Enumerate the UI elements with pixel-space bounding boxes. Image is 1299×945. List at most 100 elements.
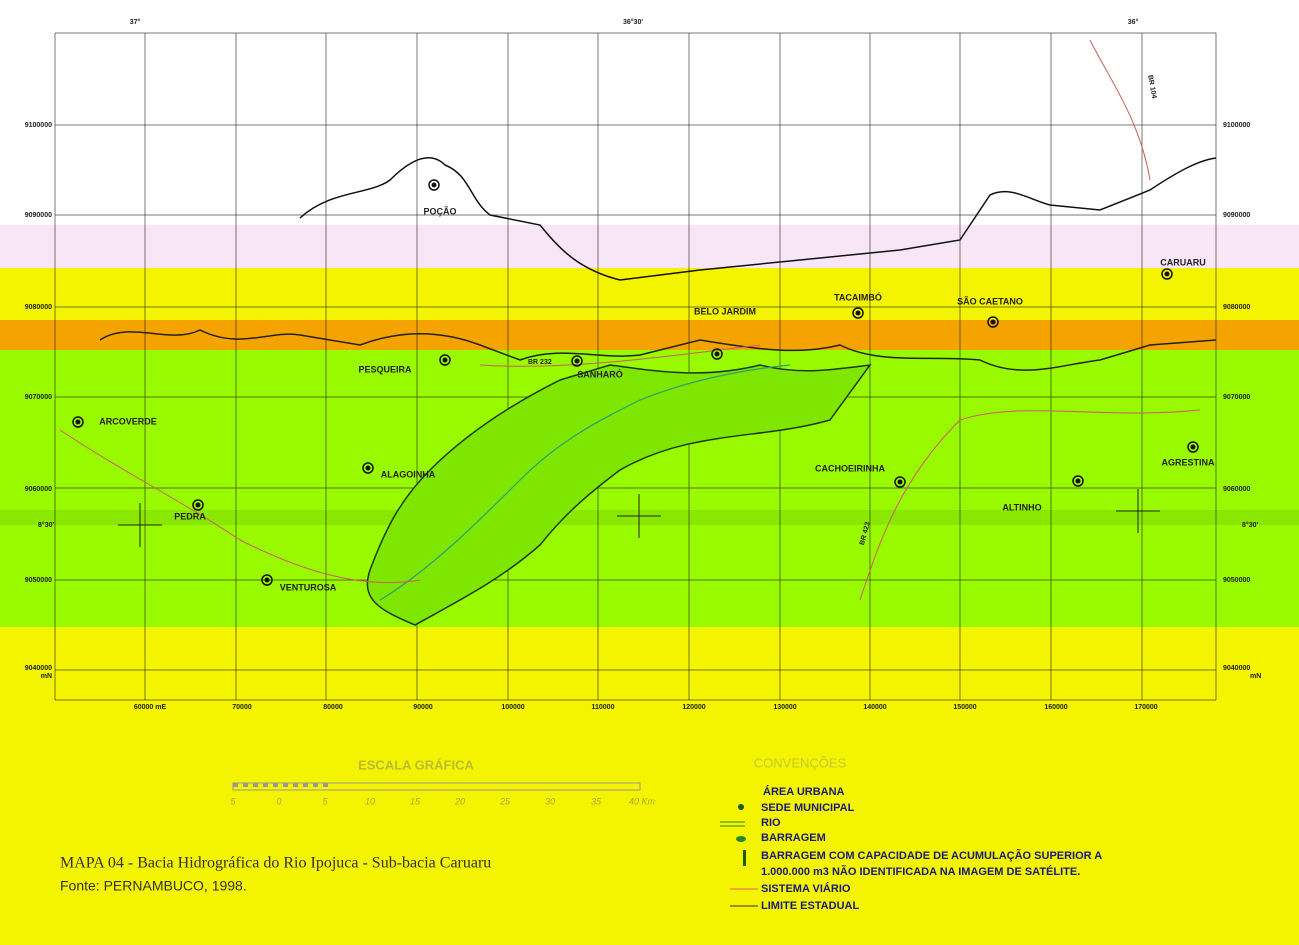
city-label: AGRESTINA — [1161, 457, 1215, 467]
city-label: SANHARÓ — [577, 368, 623, 379]
scale-segment — [313, 783, 318, 787]
city-label: PESQUEIRA — [358, 364, 412, 374]
northing-label: 9070000 — [1223, 394, 1250, 401]
city-marker-dot — [1190, 444, 1196, 450]
legend-symbol-sede — [738, 804, 744, 810]
northing-label: 9090000 — [25, 212, 52, 219]
river — [379, 364, 791, 601]
longitude-label: 36° — [1128, 18, 1139, 26]
northing-label: 9100000 — [25, 122, 52, 129]
scale-label: 15 — [410, 796, 421, 806]
northing-label: 9070000 — [25, 394, 52, 401]
city-marker — [1161, 268, 1173, 280]
city-label: POÇÃO — [423, 206, 456, 216]
city-marker-dot — [574, 358, 580, 364]
northing-label: 9040000 — [1223, 665, 1250, 672]
scale-label: 35 — [591, 796, 602, 806]
city-marker-dot — [990, 319, 996, 325]
scale-label: 40 Km — [629, 796, 656, 806]
scale-segment — [323, 783, 328, 787]
legend-item: SEDE MUNICIPAL — [761, 802, 855, 814]
easting-label: 120000 — [682, 704, 705, 711]
legend-item: LIMITE ESTADUAL — [761, 900, 859, 912]
easting-label: 110000 — [592, 704, 615, 711]
scale-label: 25 — [499, 796, 511, 806]
band-yellow-bottom — [0, 627, 1299, 945]
northing-label: 9060000 — [25, 486, 52, 493]
road-label: BR 104 — [1146, 74, 1157, 99]
easting-label: 150000 — [953, 704, 976, 711]
scale-label: 5 — [230, 796, 236, 806]
caption-source: Fonte: PERNAMBUCO, 1998. — [60, 878, 247, 894]
easting-label: 130000 — [773, 704, 796, 711]
legend-title: CONVENÇÕES — [754, 755, 847, 770]
northing-unit: mN — [41, 673, 52, 680]
scale-segment — [263, 783, 268, 787]
easting-label: 160000 — [1044, 704, 1067, 711]
city-marker-dot — [897, 479, 903, 485]
easting-label: 170000 — [1134, 704, 1157, 711]
city-marker — [711, 348, 723, 360]
sub-basin — [366, 364, 872, 626]
northing-label: 9050000 — [1223, 577, 1250, 584]
easting-label: 80000 — [323, 704, 343, 711]
northing-label: 9060000 — [1223, 486, 1250, 493]
city-label: ALAGOINHA — [381, 469, 436, 479]
scale-label: 30 — [545, 796, 555, 806]
northing-label: 9090000 — [1223, 212, 1250, 219]
city-marker-dot — [365, 465, 371, 471]
northing-label: 9050000 — [25, 577, 52, 584]
scale-segment — [273, 783, 278, 787]
northing-label: 9040000 — [25, 665, 52, 672]
easting-label: 100000 — [501, 704, 524, 711]
legend-item: SISTEMA VIÁRIO — [761, 882, 851, 895]
city-marker-dot — [855, 310, 861, 316]
band-orange — [0, 320, 1299, 350]
latitude-label: 8°30' — [38, 521, 54, 529]
city-label: ARCOVERDE — [99, 416, 157, 426]
legend-symbol-barragem — [736, 836, 746, 842]
legend-item: ÁREA URBANA — [763, 785, 845, 798]
city-marker-dot — [714, 351, 720, 357]
scale-label: 5 — [322, 796, 328, 806]
band-white — [0, 0, 1299, 225]
scale-label: 0 — [276, 796, 281, 806]
northing-unit: mN — [1250, 673, 1261, 680]
easting-label: 60000 mE — [134, 704, 167, 711]
legend-item: 1.000.000 m3 NÃO IDENTIFICADA NA IMAGEM … — [761, 865, 1080, 878]
city-label: CARUARU — [1160, 257, 1206, 267]
legend-item: RIO — [761, 817, 781, 829]
city-label: TACAIMBÓ — [834, 291, 882, 302]
city-label: BELO JARDIM — [694, 306, 756, 316]
city-marker — [852, 307, 864, 319]
legend-symbol-barragem-big — [743, 850, 746, 866]
city-label: CACHOEIRINHA — [815, 463, 886, 473]
city-marker — [439, 354, 451, 366]
city-marker — [362, 462, 374, 474]
city-marker — [261, 574, 273, 586]
city-marker — [1072, 475, 1084, 487]
northing-label: 9080000 — [1223, 304, 1250, 311]
scale-segment — [283, 783, 288, 787]
longitude-label: 36°30' — [623, 18, 643, 26]
scale-segment — [303, 783, 308, 787]
city-label: PEDRA — [174, 511, 206, 521]
roads — [59, 39, 1201, 601]
legend-item: BARRAGEM — [761, 832, 826, 844]
band-green-dark — [0, 510, 1299, 525]
city-marker — [1187, 441, 1199, 453]
road-label: BR 232 — [528, 359, 552, 366]
state-boundary — [299, 157, 1217, 281]
city-marker-dot — [195, 502, 201, 508]
northing-label: 9100000 — [1223, 122, 1250, 129]
city-marker-dot — [1164, 271, 1170, 277]
city-label: SÃO CAETANO — [957, 296, 1023, 306]
easting-label: 70000 — [232, 704, 252, 711]
northing-label: 9080000 — [25, 304, 52, 311]
scale-segment — [253, 783, 258, 787]
scale-segment — [243, 783, 248, 787]
city-marker — [428, 179, 440, 191]
city-marker — [72, 416, 84, 428]
scale-segment — [233, 783, 238, 787]
